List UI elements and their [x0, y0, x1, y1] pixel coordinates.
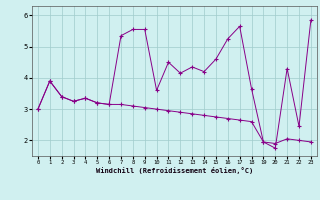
- X-axis label: Windchill (Refroidissement éolien,°C): Windchill (Refroidissement éolien,°C): [96, 167, 253, 174]
